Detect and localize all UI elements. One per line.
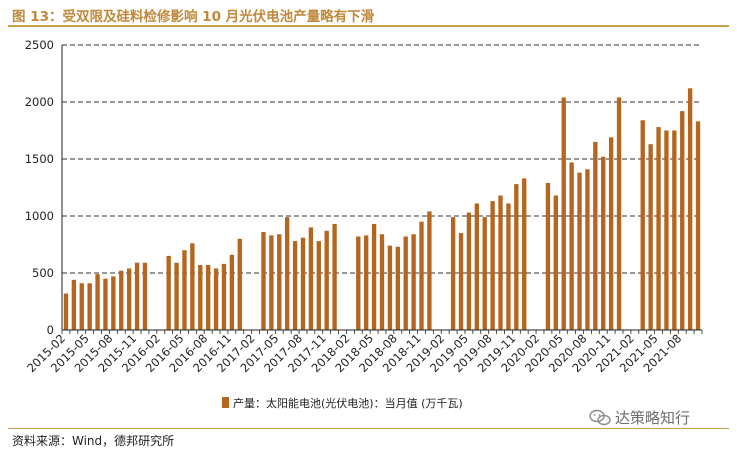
bar [174,262,179,330]
bar [561,97,566,330]
bar [213,268,219,330]
bar [498,195,503,330]
bar [103,278,108,330]
y-tick-label: 2500 [25,38,54,52]
bar [648,144,653,330]
bar [261,231,266,330]
bar [300,237,306,330]
watermark: 达策略知行 [589,407,690,428]
bar [672,130,677,330]
bar [324,230,329,330]
bar [316,241,321,330]
bar [277,234,282,330]
bar [63,293,69,330]
bar [71,279,77,330]
source-note: 资料来源：Wind，德邦研究所 [12,434,175,448]
bar [427,211,432,330]
source-rule [8,428,729,429]
bar [371,223,377,330]
bar [522,178,527,330]
bar [664,130,669,330]
bar [308,227,314,330]
bar [134,262,140,330]
bar [221,263,227,330]
bar [687,88,693,330]
bar [356,236,361,330]
bar [593,141,598,330]
bar [569,162,574,330]
bar [364,235,369,330]
bar [419,221,424,330]
bar [403,236,408,330]
bar [458,233,464,330]
bar [680,111,685,331]
bar [198,265,203,330]
bar [411,234,416,330]
bar [292,241,298,330]
bar [482,217,487,330]
bar [182,250,187,330]
bar [640,120,645,331]
bar [474,203,479,330]
y-tick-label: 500 [32,266,54,280]
bar [142,262,148,330]
bar [237,238,242,330]
bar [79,283,84,330]
bar [119,270,124,330]
bar [616,97,622,330]
bar [111,276,116,330]
wechat-icon [589,409,611,425]
legend-label: 产量：太阳能电池(光伏电池)：当月值 (万千瓦) [233,396,463,410]
x-axis-ticks: 2015-022015-052015-082015-112016-022016-… [24,330,703,375]
y-axis-ticks: 0 500 1000 1500 2000 2500 [25,38,54,337]
bar [553,195,558,330]
title-rule [8,25,729,27]
bar [695,121,701,330]
bar [601,156,606,330]
bar [466,212,472,330]
watermark-text: 达策略知行 [615,409,691,427]
bars [63,88,701,331]
bar [206,265,211,330]
bar [490,201,495,330]
legend-swatch [222,397,229,408]
bar [229,254,235,330]
bar [166,255,171,330]
x-axis [61,45,702,331]
y-tick-label: 1000 [25,209,54,223]
bar [577,172,582,330]
y-tick-label: 0 [47,323,54,337]
bar [585,169,590,330]
bar [506,203,511,330]
bar [126,268,132,330]
bar [395,246,400,330]
bar [450,217,456,330]
bar [379,234,385,330]
legend: 产量：太阳能电池(光伏电池)：当月值 (万千瓦) [222,396,463,410]
bar [545,182,551,330]
bar [87,283,92,330]
bar [269,235,274,330]
y-tick-label: 1500 [25,152,54,166]
bar [95,274,100,330]
bar [514,184,519,330]
bar [285,217,290,330]
bar [656,127,661,330]
bar [332,223,337,330]
figure-title: 图 13：受双限及硅料检修影响 10 月光伏电池产量略有下滑 [12,9,375,25]
bar [608,137,614,330]
y-tick-label: 2000 [25,95,54,109]
bar [190,243,195,330]
bar [387,245,393,330]
